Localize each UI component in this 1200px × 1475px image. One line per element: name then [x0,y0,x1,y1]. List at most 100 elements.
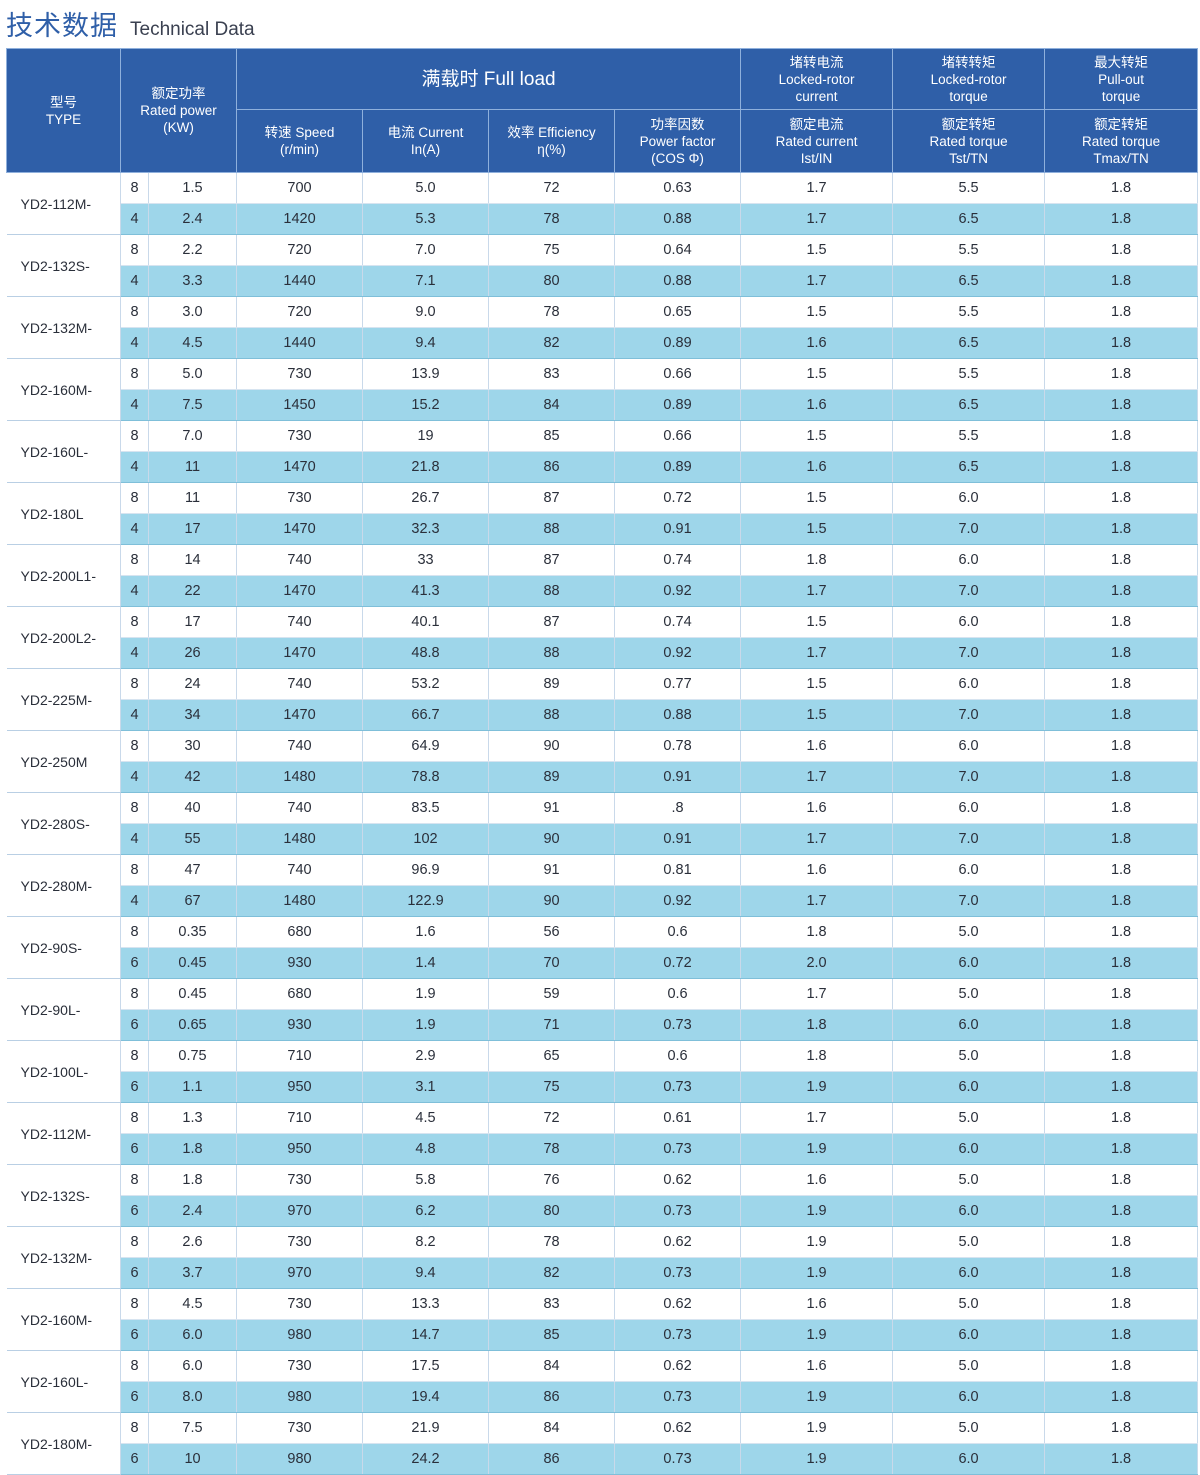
cell-locked-rotor-torque: 6.0 [892,544,1046,576]
cell-locked-rotor-torque: 7.0 [892,823,1046,855]
cell-power-factor: 0.72 [614,947,742,979]
page-title: 技术数据 Technical Data [6,4,255,44]
cell-poles: 4 [120,575,149,607]
model-type: YD2-160M- [6,358,121,421]
table-header: 型号 TYPE 额定功率 Rated power (KW) 满载时 Full load… [6,48,1199,173]
cell-locked-rotor-current: 2.0 [740,947,894,979]
cell-current: 40.1 [362,606,490,638]
cell-rated-power: 1.8 [148,1133,238,1165]
cell-rated-power: 11 [148,482,238,514]
cell-current: 19.4 [362,1381,490,1413]
cell-rated-power: 0.75 [148,1040,238,1072]
cell-locked-rotor-current: 1.5 [740,358,894,390]
cell-current: 19 [362,420,490,452]
cell-rated-power: 14 [148,544,238,576]
cell-rated-power: 55 [148,823,238,855]
cell-power-factor: 0.63 [614,172,742,204]
cell-locked-rotor-torque: 5.0 [892,978,1046,1010]
cell-pull-out-torque: 1.8 [1044,730,1199,762]
cell-power-factor: 0.89 [614,451,742,483]
cell-locked-rotor-torque: 5.5 [892,296,1046,328]
table-row: YD2-225M- 8 24 740 53.2 89 0.77 1.5 6.0 1.8 [6,668,1199,731]
cell-current: 13.3 [362,1288,490,1320]
table-row: 4 2.4 1420 5.3 78 0.88 1.7 6.5 1.8 [7,203,1199,235]
cell-locked-rotor-torque: 6.0 [892,947,1046,979]
cell-current: 48.8 [362,637,490,669]
cell-power-factor: 0.62 [614,1288,742,1320]
cell-poles: 8 [120,854,149,886]
table-row: 4 55 1480 102 90 0.91 1.7 7.0 1.8 [7,823,1199,855]
cell-speed: 1450 [236,389,364,421]
table-row: YD2-132M- 8 2.6 730 8.2 78 0.62 1.9 5.0 1.8 [6,1226,1199,1289]
cell-locked-rotor-current: 1.7 [740,575,894,607]
model-type: YD2-200L2- [6,606,121,669]
cell-power-factor: 0.6 [614,978,742,1010]
cell-power-factor: 0.88 [614,265,742,297]
cell-pull-out-torque: 1.8 [1044,172,1199,204]
cell-current: 78.8 [362,761,490,793]
cell-locked-rotor-current: 1.9 [740,1133,894,1165]
cell-efficiency: 90 [488,730,616,762]
cell-locked-rotor-torque: 6.0 [892,1009,1046,1041]
cell-locked-rotor-current: 1.6 [740,1350,894,1382]
cell-efficiency: 72 [488,172,616,204]
cell-pull-out-torque: 1.8 [1044,1040,1199,1072]
cell-poles: 8 [120,916,149,948]
model-type: YD2-160L- [6,1350,121,1413]
model-type: YD2-280S- [6,792,121,855]
cell-power-factor: 0.77 [614,668,742,700]
cell-current: 24.2 [362,1443,490,1475]
cell-current: 9.4 [362,1257,490,1289]
model-type: YD2-160M- [6,1288,121,1351]
cell-rated-power: 1.5 [148,172,238,204]
cell-locked-rotor-torque: 6.0 [892,1257,1046,1289]
cell-locked-rotor-current: 1.9 [740,1071,894,1103]
cell-efficiency: 56 [488,916,616,948]
cell-efficiency: 86 [488,1443,616,1475]
cell-locked-rotor-current: 1.8 [740,916,894,948]
cell-current: 66.7 [362,699,490,731]
cell-current: 13.9 [362,358,490,390]
cell-poles: 6 [120,1133,149,1165]
cell-current: 96.9 [362,854,490,886]
cell-efficiency: 82 [488,327,616,359]
cell-power-factor: 0.89 [614,327,742,359]
cell-speed: 730 [236,1350,364,1382]
cell-locked-rotor-torque: 5.5 [892,420,1046,452]
cell-power-factor: 0.92 [614,885,742,917]
cell-efficiency: 89 [488,668,616,700]
table-body: YD2-112M- 8 1.5 700 5.0 72 0.63 1.7 5.5 1.8 4 2.4 14… [6,172,1199,1475]
cell-poles: 4 [120,203,149,235]
cell-locked-rotor-current: 1.8 [740,1009,894,1041]
cell-locked-rotor-torque: 6.5 [892,265,1046,297]
cell-pull-out-torque: 1.8 [1044,699,1199,731]
cell-speed: 980 [236,1381,364,1413]
cell-speed: 680 [236,916,364,948]
cell-locked-rotor-current: 1.5 [740,668,894,700]
cell-locked-rotor-torque: 7.0 [892,761,1046,793]
cell-efficiency: 86 [488,1381,616,1413]
cell-pull-out-torque: 1.8 [1044,1257,1199,1289]
cell-current: 26.7 [362,482,490,514]
cell-efficiency: 88 [488,513,616,545]
cell-poles: 6 [120,1319,149,1351]
cell-poles: 8 [120,1164,149,1196]
cell-rated-power: 10 [148,1443,238,1475]
table-row: 4 4.5 1440 9.4 82 0.89 1.6 6.5 1.8 [7,327,1199,359]
cell-power-factor: 0.74 [614,606,742,638]
cell-pull-out-torque: 1.8 [1044,1381,1199,1413]
cell-speed: 730 [236,1226,364,1258]
cell-speed: 1470 [236,575,364,607]
cell-current: 8.2 [362,1226,490,1258]
cell-efficiency: 80 [488,1195,616,1227]
cell-power-factor: 0.92 [614,575,742,607]
cell-efficiency: 71 [488,1009,616,1041]
cell-rated-power: 2.6 [148,1226,238,1258]
cell-pull-out-torque: 1.8 [1044,792,1199,824]
cell-poles: 8 [120,544,149,576]
cell-efficiency: 91 [488,792,616,824]
cell-power-factor: 0.91 [614,513,742,545]
cell-locked-rotor-torque: 7.0 [892,575,1046,607]
cell-locked-rotor-torque: 5.0 [892,1350,1046,1382]
cell-poles: 6 [120,1009,149,1041]
